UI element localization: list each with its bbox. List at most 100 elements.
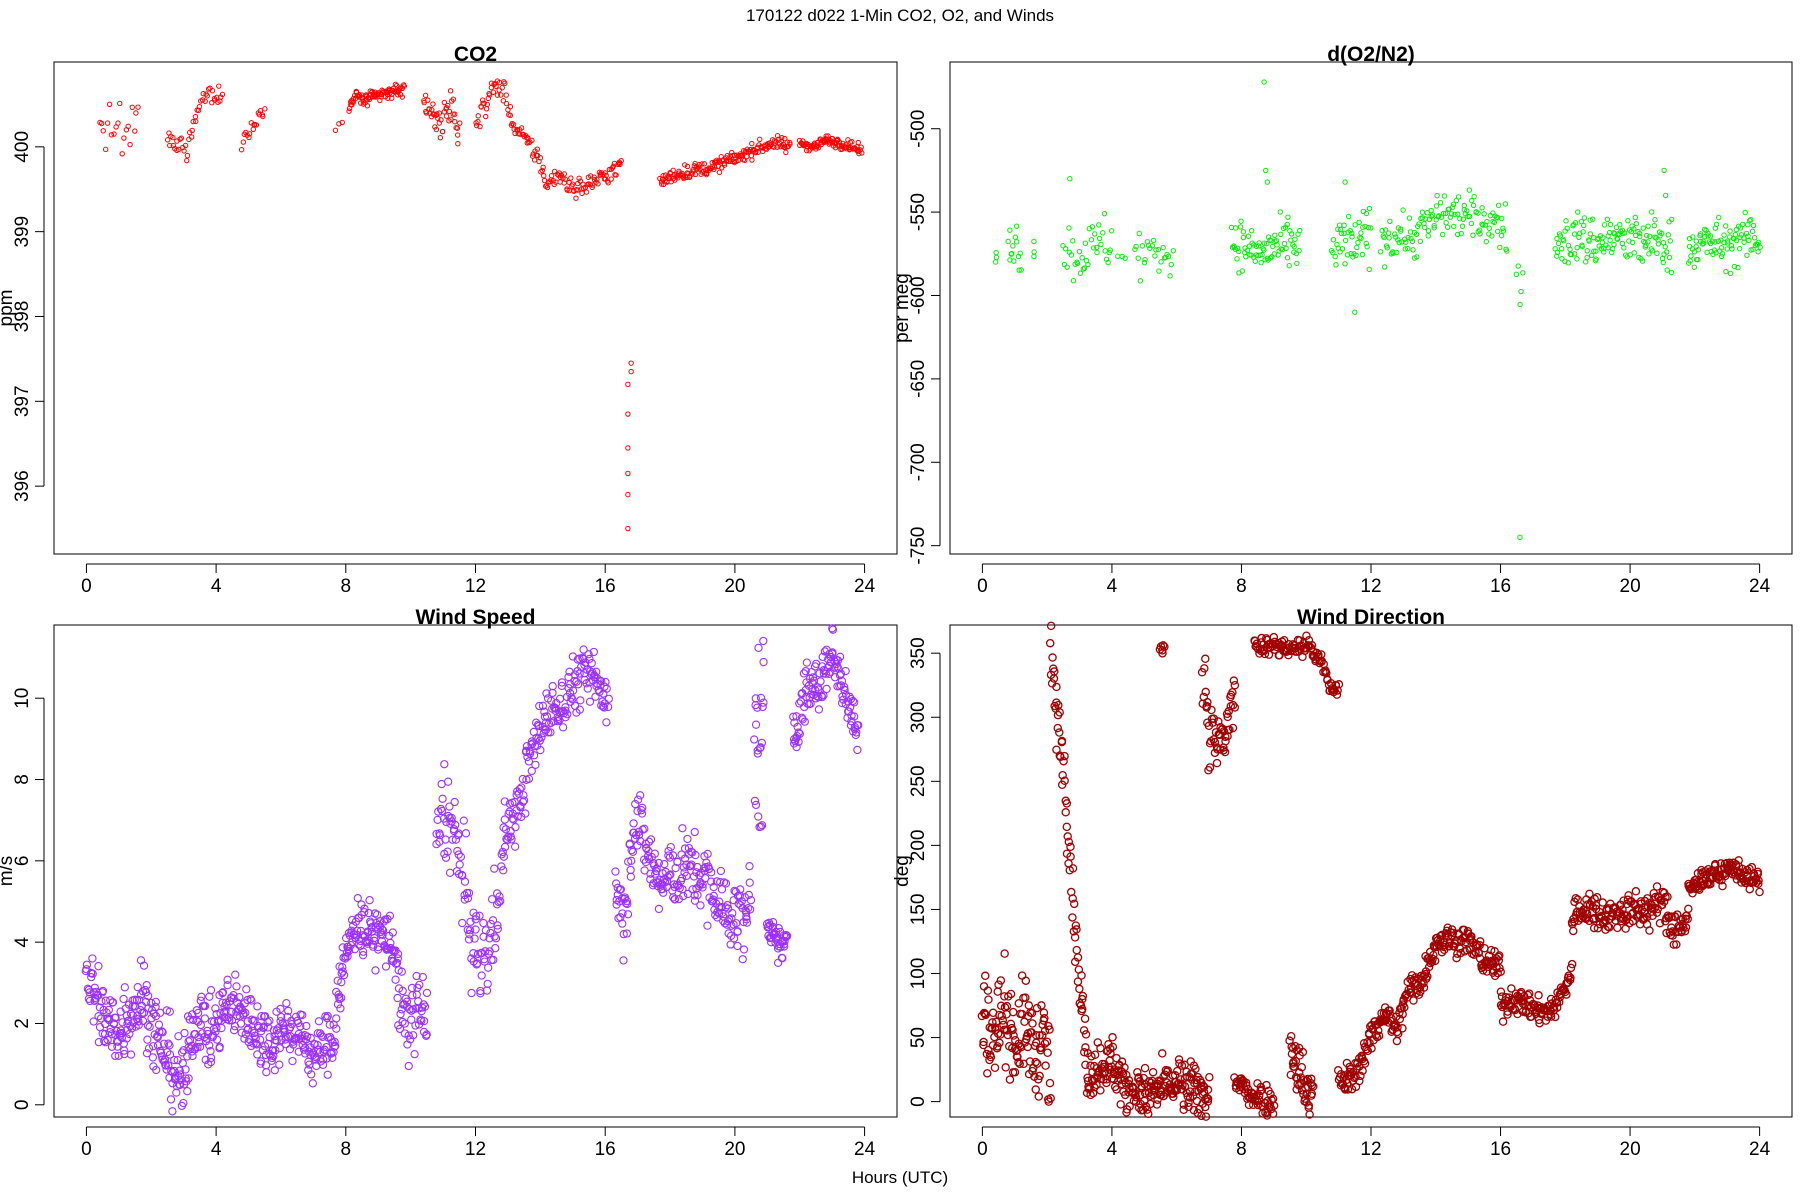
data-point bbox=[536, 745, 545, 755]
data-point bbox=[1470, 232, 1476, 238]
data-point bbox=[405, 1005, 414, 1014]
data-point bbox=[1405, 234, 1411, 241]
data-point bbox=[662, 172, 669, 178]
data-point bbox=[629, 819, 638, 828]
chart-title: CO2 bbox=[454, 43, 497, 66]
data-point bbox=[188, 1010, 197, 1019]
data-point bbox=[200, 1014, 210, 1023]
data-point bbox=[1563, 218, 1569, 224]
data-point bbox=[1136, 230, 1142, 237]
data-point bbox=[1284, 255, 1291, 261]
data-point bbox=[605, 180, 611, 186]
data-point bbox=[241, 1008, 250, 1018]
data-point bbox=[1749, 228, 1756, 235]
data-point bbox=[1294, 260, 1300, 267]
data-point bbox=[1707, 233, 1714, 239]
x-tick-label: 16 bbox=[595, 576, 616, 597]
data-point bbox=[1100, 230, 1106, 236]
data-point bbox=[1571, 894, 1580, 903]
data-point bbox=[243, 1025, 252, 1035]
data-point bbox=[1308, 1082, 1318, 1091]
data-point bbox=[164, 1039, 173, 1048]
data-point bbox=[727, 914, 736, 923]
data-point bbox=[744, 153, 750, 160]
data-point bbox=[1253, 243, 1260, 250]
data-point bbox=[422, 92, 429, 99]
data-point bbox=[497, 862, 506, 871]
data-point bbox=[1491, 219, 1498, 226]
data-point bbox=[161, 1061, 171, 1070]
data-point bbox=[1115, 253, 1121, 259]
data-point bbox=[206, 986, 216, 995]
data-point bbox=[650, 849, 659, 858]
data-point bbox=[1040, 1013, 1049, 1023]
data-point bbox=[1495, 951, 1504, 960]
data-point bbox=[1637, 233, 1643, 240]
data-point bbox=[126, 1050, 136, 1059]
data-point bbox=[98, 120, 105, 127]
data-point bbox=[1740, 221, 1746, 228]
data-point bbox=[1221, 737, 1230, 746]
data-point bbox=[1705, 233, 1711, 239]
data-point bbox=[781, 930, 791, 940]
data-point bbox=[623, 910, 633, 919]
data-point bbox=[1283, 245, 1289, 251]
data-point bbox=[1144, 1077, 1154, 1086]
data-point bbox=[1081, 265, 1088, 271]
x-tick-label: 24 bbox=[854, 576, 876, 597]
data-point bbox=[491, 944, 500, 953]
data-point bbox=[1598, 245, 1604, 252]
data-point bbox=[1346, 213, 1352, 220]
data-point bbox=[1695, 247, 1701, 253]
data-point bbox=[151, 997, 161, 1007]
data-point bbox=[1061, 261, 1068, 268]
data-point bbox=[483, 106, 490, 112]
data-point bbox=[172, 1088, 181, 1097]
data-point bbox=[564, 684, 573, 693]
data-point bbox=[1666, 254, 1673, 261]
data-point bbox=[391, 975, 400, 984]
data-point bbox=[244, 1024, 253, 1034]
data-point bbox=[1284, 221, 1290, 228]
data-point bbox=[225, 1016, 234, 1025]
data-point bbox=[120, 1046, 129, 1055]
data-point bbox=[1243, 1088, 1253, 1098]
data-point bbox=[1109, 228, 1115, 234]
x-tick-label: 8 bbox=[341, 1139, 352, 1160]
x-axis: 0 4 8 12 16 20 24 bbox=[81, 1126, 876, 1160]
data-point bbox=[181, 1065, 190, 1074]
data-point bbox=[1585, 889, 1594, 899]
data-point bbox=[238, 147, 245, 153]
data-point bbox=[1063, 832, 1072, 841]
data-point bbox=[165, 1007, 174, 1016]
data-point bbox=[623, 899, 632, 909]
data-point bbox=[1169, 1092, 1178, 1102]
data-point bbox=[490, 932, 499, 941]
data-point bbox=[346, 108, 352, 114]
data-point bbox=[1601, 222, 1608, 228]
data-point bbox=[815, 142, 821, 149]
data-point bbox=[483, 979, 492, 989]
data-point bbox=[1293, 1079, 1302, 1089]
data-point bbox=[1261, 247, 1267, 253]
data-point bbox=[325, 1020, 334, 1029]
data-point bbox=[447, 88, 454, 94]
data-point bbox=[1077, 971, 1086, 980]
data-point bbox=[713, 907, 722, 917]
data-point bbox=[1565, 260, 1571, 266]
data-point bbox=[397, 967, 406, 976]
data-point bbox=[397, 1005, 406, 1014]
data-point bbox=[190, 118, 196, 125]
data-point bbox=[1288, 237, 1294, 243]
data-point bbox=[246, 134, 252, 141]
data-point bbox=[1133, 1067, 1142, 1077]
data-point bbox=[1288, 231, 1295, 237]
data-point bbox=[434, 807, 443, 816]
data-point bbox=[633, 841, 642, 850]
data-point bbox=[524, 757, 534, 766]
data-point bbox=[1497, 244, 1503, 251]
data-point bbox=[707, 877, 716, 886]
data-point bbox=[1495, 202, 1502, 209]
data-point bbox=[456, 852, 466, 861]
data-point bbox=[1647, 233, 1653, 240]
